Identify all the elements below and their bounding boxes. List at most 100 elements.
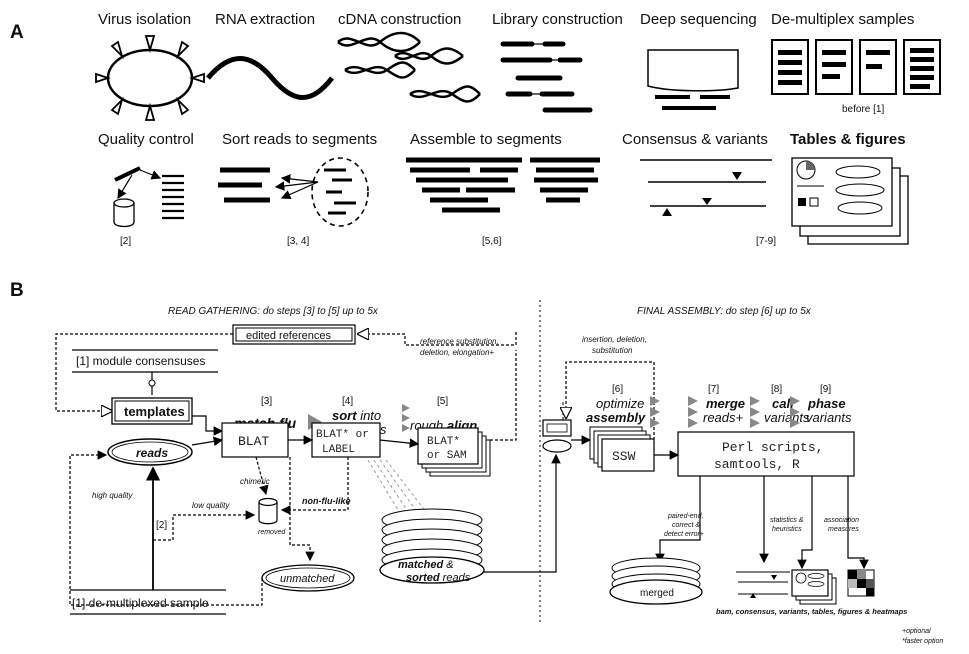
- stats-line1: statistics &: [770, 517, 804, 524]
- edited-references-box: [232, 324, 356, 345]
- paired-line1: paired-end,: [667, 513, 703, 520]
- step-virus-isolation-title: Virus isolation: [98, 11, 191, 28]
- assemble-ref: [5,6]: [482, 236, 502, 247]
- reference-feedback-loop: [55, 333, 233, 411]
- step-rna-extraction-title: RNA extraction: [215, 11, 315, 28]
- unmatched-feedback-loop: [69, 450, 263, 606]
- assembly-input-icon: [542, 419, 572, 453]
- perl-scripts-box: [677, 431, 855, 477]
- tables-figures-icon: [791, 157, 909, 245]
- matched-sorted-line1: matched &: [398, 559, 454, 571]
- qc-step-ref: [2]: [156, 520, 167, 531]
- step9-chevron-icon: [790, 396, 800, 428]
- optional-note: +optional: [902, 628, 931, 635]
- library-linkers: [530, 43, 560, 95]
- align-feedback-path: [490, 350, 517, 441]
- faster-note: *faster option: [902, 638, 943, 645]
- non-flu-arrow: [280, 457, 349, 515]
- rough-align-stack: [417, 427, 491, 477]
- step-cdna-construction-title: cDNA construction: [338, 11, 461, 28]
- demultiplexed-sample-label: [1] de-multiplexed sample: [72, 596, 209, 610]
- library-fragments-icon: [500, 41, 593, 113]
- outputs-caption: bam, consensus, variants, tables, figure…: [716, 607, 907, 616]
- removed-label: removed: [258, 529, 286, 536]
- merged-stack: [609, 557, 703, 605]
- ins-del-line2: substitution: [592, 346, 633, 355]
- consensus-ref: [7-9]: [756, 236, 776, 247]
- sort-ref: [3, 4]: [287, 236, 309, 247]
- step9-line2: variants: [806, 410, 852, 425]
- unmatched-label: unmatched: [280, 573, 335, 585]
- unmatched-ellipse: [261, 564, 355, 592]
- virus-icon: [95, 35, 205, 121]
- step7-chevron-icon: [688, 396, 698, 428]
- module-consensuses-label: [1] module consensuses: [76, 354, 205, 368]
- step7-number: [7]: [708, 384, 719, 395]
- matched-bold: matched: [398, 559, 444, 571]
- step-deep-sequencing-title: Deep sequencing: [640, 11, 757, 28]
- paired-line3: detect error+: [664, 531, 704, 538]
- matched-sorted-stack: [379, 508, 485, 584]
- reads-ellipse: [107, 438, 193, 466]
- heatmap-mini-icon: [847, 569, 875, 597]
- step-sort-reads-title: Sort reads to segments: [222, 131, 377, 148]
- step-quality-control-title: Quality control: [98, 131, 194, 148]
- step8-label: call: [772, 396, 794, 411]
- merge-output-arrow: [655, 476, 701, 564]
- non-flu-like-label: non-flu-like: [302, 496, 351, 506]
- stats-line2: heuristics: [772, 526, 802, 533]
- or-sam-label: or SAM: [427, 450, 467, 462]
- step6-label-plain: optimize: [596, 396, 644, 411]
- figure-mini-icon: [791, 569, 837, 605]
- blat-star-or-label: BLAT* or: [316, 429, 369, 441]
- unmatched-arrow: [289, 457, 315, 562]
- step7-line2: reads+: [703, 410, 744, 425]
- module-connector-node: [148, 379, 156, 387]
- ref-substitution-line2: deletion, elongation+: [420, 348, 494, 357]
- stats-output-arrow: [797, 476, 813, 570]
- reads-to-blat-arrow: [191, 436, 224, 447]
- chimeric-label: chimeric: [240, 477, 270, 486]
- ssw-label: SSW: [612, 449, 636, 464]
- removed-bin-icon: [258, 497, 278, 525]
- sorted-bold: sorted: [406, 572, 440, 584]
- step-consensus-title: Consensus & variants: [622, 131, 768, 148]
- consensus-variants-icon: [640, 159, 772, 216]
- panel-a-label: A: [10, 22, 24, 43]
- sort-to-align-arrow: [379, 438, 420, 448]
- blat-box: [221, 422, 289, 458]
- step-demultiplex-title: De-multiplex samples: [771, 11, 914, 28]
- reads-label: reads: [136, 446, 168, 460]
- step8-line2: variants: [764, 410, 810, 425]
- low-quality-arrow: [153, 510, 256, 541]
- reference-update-arrow: [358, 332, 517, 346]
- perl-line2: samtools, R: [714, 457, 800, 472]
- label-tool-label: LABEL: [322, 444, 355, 456]
- merged-label: merged: [640, 588, 674, 599]
- demultiplex-documents-icon: [771, 39, 941, 95]
- demultiplex-ref: before [1]: [842, 104, 884, 115]
- read-gathering-header: READ GATHERING: do steps [3] to [5] up t…: [168, 306, 379, 317]
- edited-references-label: edited references: [246, 330, 331, 342]
- variants-mini-icon: [736, 571, 790, 598]
- step8-number: [8]: [771, 384, 782, 395]
- final-assembly-header: FINAL ASSEMBLY: do step [6] up to 5x: [637, 306, 812, 317]
- step4-label-bold: sort: [332, 408, 357, 423]
- blat-label-box: [311, 422, 381, 458]
- ins-del-line1: insertion, deletion,: [582, 335, 647, 344]
- matched-sorted-line2: sorted reads: [406, 572, 471, 584]
- step6-chevron-icon: [650, 396, 660, 428]
- paired-line2: correct &: [672, 522, 700, 529]
- matched-to-assembly-arrow: [484, 453, 561, 573]
- low-quality-label: low quality: [192, 501, 230, 510]
- step5-number: [5]: [437, 396, 448, 407]
- qc-ref: [2]: [120, 236, 131, 247]
- panel-b-label: B: [10, 280, 24, 301]
- step-library-construction-title: Library construction: [492, 11, 623, 28]
- ref-substitution-line1: reference substitution,: [420, 337, 499, 346]
- sorted-rest: reads: [440, 572, 471, 584]
- templates-to-blat-arrow: [192, 415, 224, 436]
- step-assemble-title: Assemble to segments: [410, 131, 562, 148]
